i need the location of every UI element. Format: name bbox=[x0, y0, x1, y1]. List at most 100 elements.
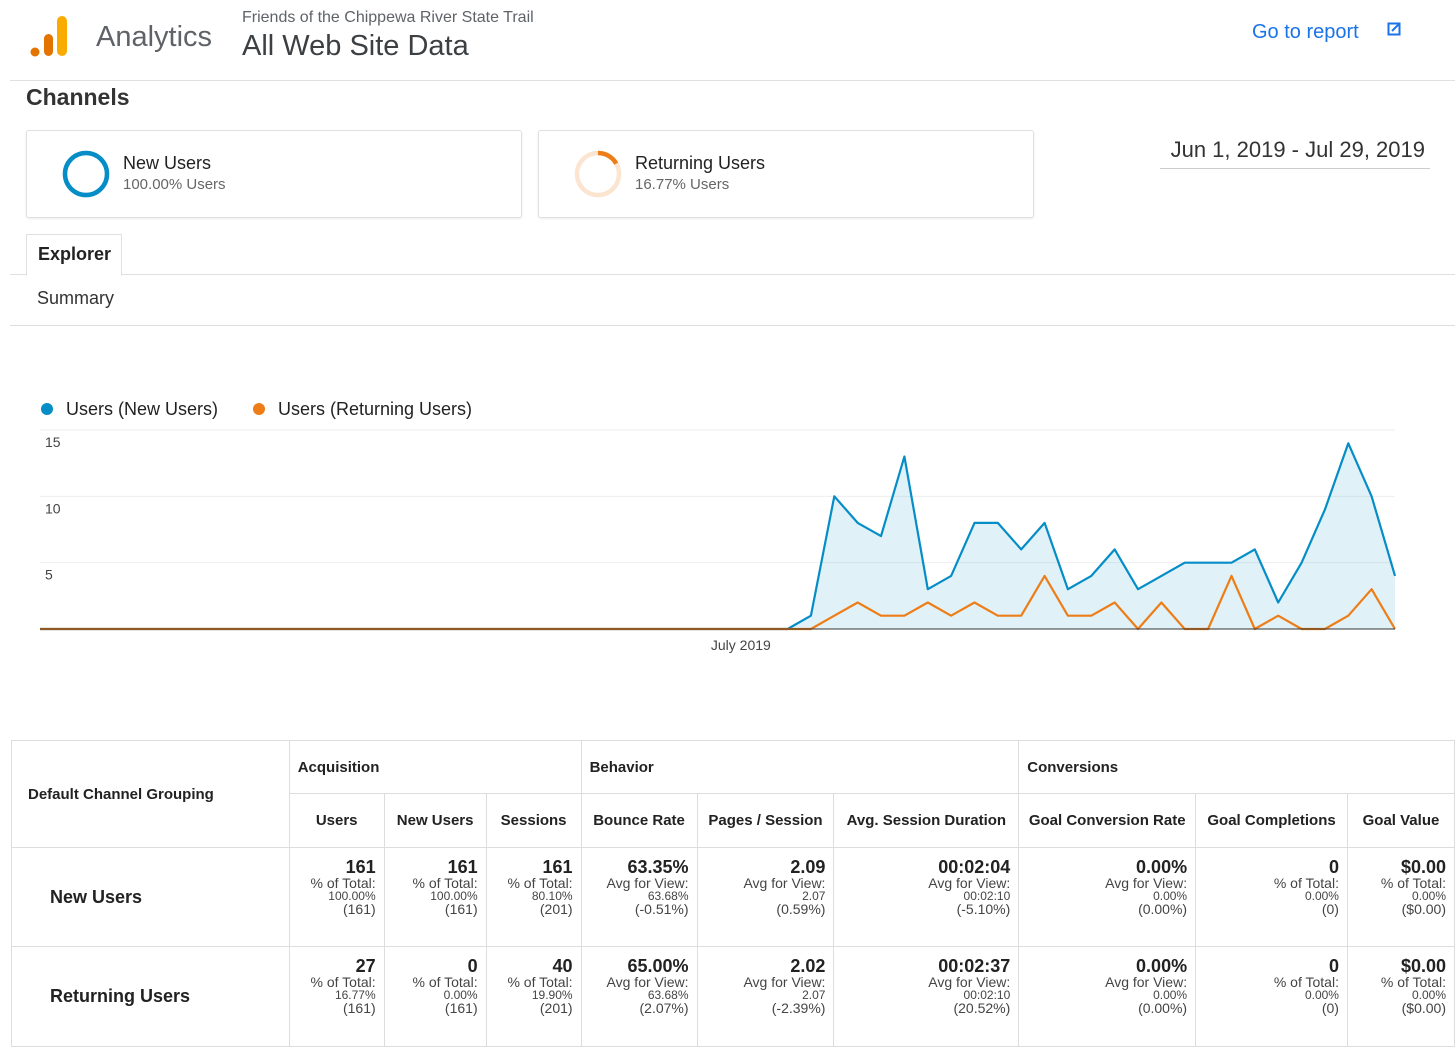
legend-label: Users (Returning Users) bbox=[278, 399, 472, 419]
column-header[interactable]: Goal Completions bbox=[1195, 793, 1348, 848]
cell-line: 0.00% bbox=[1136, 956, 1188, 976]
cell-line: 0.00% bbox=[1153, 988, 1188, 1002]
cell-line: (0) bbox=[1321, 1000, 1339, 1016]
cell-line: (0) bbox=[1321, 901, 1339, 917]
row-label: Returning Users bbox=[11, 946, 290, 1047]
cell-line: % of Total: bbox=[1380, 875, 1446, 891]
data-cell: 40% of Total: 19.90% (201) bbox=[485, 946, 582, 1047]
segment-name: Returning Users bbox=[635, 153, 766, 173]
data-cell: 0% of Total: 0.00% (0) bbox=[1195, 946, 1348, 1047]
cell-line: 2.02 bbox=[790, 956, 826, 976]
data-cell: 2.02 Avg for View: 2.07 (-2.39%) bbox=[696, 946, 835, 1047]
date-underline bbox=[1160, 168, 1430, 169]
cell-line: 63.35% bbox=[627, 857, 689, 877]
divider bbox=[10, 80, 1455, 81]
cell-line: 161 bbox=[542, 857, 573, 877]
y-tick-label: 5 bbox=[45, 567, 53, 583]
segment-card[interactable]: Returning Users 16.77% Users bbox=[538, 130, 1034, 218]
external-icon bbox=[1387, 22, 1401, 36]
view-name[interactable]: All Web Site Data bbox=[242, 30, 469, 62]
row-label: New Users bbox=[11, 847, 290, 947]
data-cell: 0% of Total: 0.00% (0) bbox=[1195, 847, 1348, 947]
cell-line: (161) bbox=[342, 901, 376, 917]
cell-line: (-0.51%) bbox=[634, 901, 689, 917]
cell-line: % of Total: bbox=[310, 974, 376, 990]
column-header[interactable]: Bounce Rate bbox=[580, 793, 698, 848]
cell-line: (2.07%) bbox=[639, 1000, 689, 1016]
cell-line: (161) bbox=[444, 901, 478, 917]
cell-line: 161 bbox=[447, 857, 478, 877]
legend-swatch bbox=[41, 403, 53, 415]
group-header: Conversions bbox=[1018, 740, 1455, 794]
section-title: Channels bbox=[26, 84, 130, 110]
cell-line: (0.00%) bbox=[1138, 1000, 1188, 1016]
cell-line: % of Total: bbox=[310, 875, 376, 891]
cell-line: 0.00% bbox=[1304, 988, 1339, 1002]
cell-line: 63.68% bbox=[647, 889, 689, 903]
cell-line: $0.00 bbox=[1400, 956, 1446, 976]
cell-line: (0.00%) bbox=[1138, 901, 1188, 917]
segment-value: 100.00% Users bbox=[123, 176, 226, 193]
column-header[interactable]: Sessions bbox=[485, 793, 582, 848]
cell-line: % of Total: bbox=[412, 974, 478, 990]
legend-swatch bbox=[253, 403, 265, 415]
cell-line: (0.59%) bbox=[776, 901, 826, 917]
cell-line: 0 bbox=[1328, 857, 1339, 877]
data-cell: 0.00% Avg for View: 0.00% (0.00%) bbox=[1018, 946, 1197, 1047]
column-header[interactable]: New Users bbox=[383, 793, 487, 848]
data-cell: 00:02:04 Avg for View: 00:02:10 (-5.10%) bbox=[833, 847, 1020, 947]
subtab-label[interactable]: Summary bbox=[37, 288, 115, 308]
segment-ring bbox=[62, 150, 110, 198]
data-cell: 161% of Total: 100.00% (161) bbox=[383, 847, 487, 947]
cell-line: Avg for View: bbox=[606, 974, 689, 990]
cell-line: Avg for View: bbox=[606, 875, 689, 891]
data-cell: $0.00% of Total: 0.00% ($0.00) bbox=[1346, 847, 1455, 947]
data-cell: 65.00% Avg for View: 63.68% (2.07%) bbox=[580, 946, 698, 1047]
data-cell: 0.00% Avg for View: 0.00% (0.00%) bbox=[1018, 847, 1197, 947]
tab-label[interactable]: Explorer bbox=[38, 244, 112, 264]
cell-line: 0.00% bbox=[443, 988, 478, 1002]
tab[interactable] bbox=[26, 234, 122, 276]
segment-card[interactable]: New Users 100.00% Users bbox=[26, 130, 522, 218]
cell-line: 63.68% bbox=[647, 988, 689, 1002]
cell-line: (20.52%) bbox=[953, 1000, 1011, 1016]
cell-line: % of Total: bbox=[1273, 875, 1339, 891]
cell-line: % of Total: bbox=[1380, 974, 1446, 990]
cell-line: Avg for View: bbox=[928, 875, 1011, 891]
cell-line: (161) bbox=[342, 1000, 376, 1016]
cell-line: % of Total: bbox=[1273, 974, 1339, 990]
cell-line: 0.00% bbox=[1411, 988, 1446, 1002]
group-header: Behavior bbox=[580, 740, 1020, 794]
group-header: Acquisition bbox=[288, 740, 582, 794]
cell-line: 2.09 bbox=[790, 857, 826, 877]
column-header[interactable]: Avg. Session Duration bbox=[833, 793, 1020, 848]
chart: Users (New Users) Users (Returning Users)… bbox=[40, 399, 1397, 653]
data-cell: $0.00% of Total: 0.00% ($0.00) bbox=[1346, 946, 1455, 1047]
date-range[interactable]: Jun 1, 2019 - Jul 29, 2019 bbox=[1170, 137, 1425, 162]
data-table: Default Channel Grouping Acquisition Behav… bbox=[11, 740, 1455, 1047]
data-row: Returning Users 27% of Total: 16.77% (161) 0… bbox=[11, 946, 1455, 1047]
series-area bbox=[40, 443, 1395, 629]
segment-ring bbox=[574, 150, 622, 198]
cell-line: ($0.00) bbox=[1401, 1000, 1446, 1016]
cell-line: 00:02:37 bbox=[938, 956, 1011, 976]
cell-line: Avg for View: bbox=[743, 974, 826, 990]
data-cell: 2.09 Avg for View: 2.07 (0.59%) bbox=[696, 847, 835, 947]
account-name: Friends of the Chippewa River State Trai… bbox=[242, 9, 534, 26]
cell-line: 2.07 bbox=[802, 988, 826, 1002]
cell-line: 0.00% bbox=[1304, 889, 1339, 903]
header-row: Default Channel Grouping Acquisition Behav… bbox=[11, 740, 1455, 848]
data-cell: 161% of Total: 80.10% (201) bbox=[485, 847, 582, 947]
data-cell: 161% of Total: 100.00% (161) bbox=[288, 847, 385, 947]
column-header[interactable]: Goal Conversion Rate bbox=[1018, 793, 1197, 848]
data-cell: 0% of Total: 0.00% (161) bbox=[383, 946, 487, 1047]
cell-line: % of Total: bbox=[507, 974, 573, 990]
cell-line: ($0.00) bbox=[1401, 901, 1446, 917]
report-link[interactable]: Go to report bbox=[1252, 21, 1359, 43]
product-name: Analytics bbox=[96, 21, 213, 53]
column-header[interactable]: Pages / Session bbox=[696, 793, 835, 848]
corner-header: Default Channel Grouping bbox=[11, 740, 290, 848]
cell-line: (-2.39%) bbox=[771, 1000, 826, 1016]
column-header[interactable]: Users bbox=[288, 793, 385, 848]
column-header[interactable]: Goal Value bbox=[1346, 793, 1455, 848]
